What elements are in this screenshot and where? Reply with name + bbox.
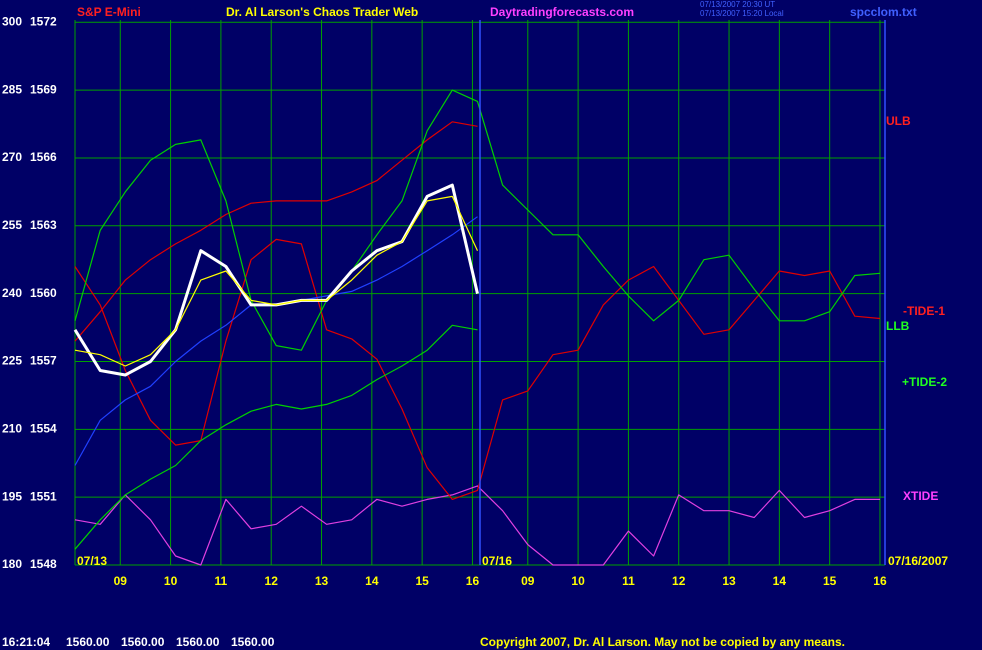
series-line [74, 89, 881, 351]
x-tick-label: 10 [571, 574, 585, 588]
x-tick-label: 12 [265, 574, 279, 588]
y-tick-label: 225 [2, 354, 22, 368]
series-label: -TIDE-1 [903, 304, 945, 318]
x-tick-label: 09 [114, 574, 128, 588]
status-price: 1560.00 [66, 635, 110, 649]
stamp: 07/13/2007 15:20 Local [700, 9, 784, 18]
y-tick-label: 255 [2, 218, 22, 232]
y2-tick-label: 1557 [30, 354, 57, 368]
y2-tick-label: 1560 [30, 286, 57, 300]
y2-tick-label: 1551 [30, 489, 57, 503]
x-tick-label: 15 [415, 574, 429, 588]
x-tick-label: 09 [521, 574, 535, 588]
date-label: 07/16 [482, 554, 512, 568]
series-label: LLB [886, 319, 910, 333]
y2-tick-label: 1566 [30, 150, 57, 164]
y2-tick-label: 1554 [30, 421, 57, 435]
x-tick-label: 11 [215, 574, 228, 588]
y2-tick-label: 1572 [30, 14, 57, 28]
y-tick-label: 195 [2, 489, 22, 503]
x-tick-label: 14 [365, 574, 379, 588]
date-label: 07/13 [77, 554, 107, 568]
x-tick-label: 13 [315, 574, 329, 588]
file-name: spcclom.txt [850, 5, 917, 19]
series-label: +TIDE-2 [902, 375, 947, 389]
symbol: S&P E-Mini [77, 5, 141, 19]
series-line [74, 485, 880, 566]
y-tick-label: 240 [2, 286, 22, 300]
date-label: 07/16/2007 [888, 554, 948, 568]
series-line [74, 324, 478, 550]
x-tick-label: 14 [773, 574, 787, 588]
status-price: 1560.00 [231, 635, 275, 649]
site: Daytradingforecasts.com [490, 5, 634, 19]
x-tick-label: 11 [622, 574, 635, 588]
x-tick-label: 13 [722, 574, 736, 588]
y-tick-label: 285 [2, 82, 22, 96]
x-tick-label: 10 [164, 574, 178, 588]
x-tick-label: 12 [672, 574, 686, 588]
status-time: 16:21:04 [2, 635, 50, 649]
x-tick-label: 16 [466, 574, 480, 588]
series-line [74, 238, 881, 500]
y2-tick-label: 1569 [30, 82, 57, 96]
y2-tick-label: 1563 [30, 218, 57, 232]
grid [74, 20, 885, 566]
y-tick-label: 270 [2, 150, 22, 164]
x-tick-label: 16 [873, 574, 887, 588]
y-tick-label: 210 [2, 421, 22, 435]
series-label: XTIDE [903, 489, 938, 503]
plot-marks [73, 89, 881, 566]
y-tick-label: 300 [2, 14, 22, 28]
series-line [74, 121, 478, 342]
status-price: 1560.00 [121, 635, 165, 649]
y2-tick-label: 1548 [30, 557, 57, 571]
x-tick-label: 15 [823, 574, 837, 588]
y-tick-label: 180 [2, 557, 22, 571]
copyright: Copyright 2007, Dr. Al Larson. May not b… [480, 635, 845, 649]
chart-title: Dr. Al Larson's Chaos Trader Web [226, 5, 418, 19]
series-label: ULB [886, 114, 911, 128]
status-price: 1560.00 [176, 635, 220, 649]
stamp: 07/13/2007 20:30 UT [700, 0, 775, 9]
series-line [74, 195, 479, 367]
